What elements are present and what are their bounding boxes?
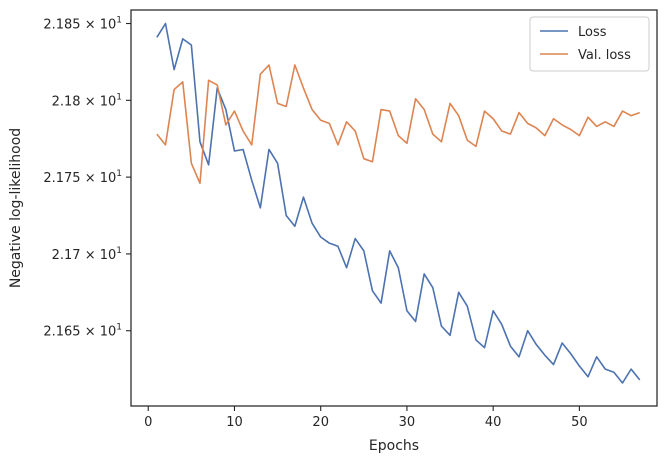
plot-frame — [130, 9, 658, 407]
x-tick-label: 40 — [485, 415, 502, 430]
x-tick-label: 0 — [144, 415, 152, 430]
y-tick-label: 2.18 × 101 — [52, 92, 122, 109]
x-axis-label: Epochs — [369, 438, 419, 454]
y-tick-label: 2.185 × 101 — [43, 16, 122, 33]
y-tick-label: 2.175 × 101 — [43, 169, 122, 186]
y-axis-label: Negative log-likelihood — [8, 128, 24, 288]
series-line-1 — [156, 22, 641, 384]
x-tick-label: 50 — [571, 415, 588, 430]
legend-label: Loss — [578, 25, 607, 40]
legend-label: Val. loss — [578, 48, 631, 63]
plot-area — [156, 22, 641, 384]
x-tick-label: 30 — [399, 415, 416, 430]
series-line-2 — [156, 64, 641, 185]
axis-ticks: 0 10 20 30 40 50 2.165 × 101 2.17 × 101 2.175 × … — [43, 16, 587, 430]
legend: Loss Val. loss — [529, 16, 650, 72]
x-tick-label: 10 — [226, 415, 243, 430]
y-tick-label: 2.165 × 101 — [43, 323, 122, 340]
x-tick-label: 20 — [312, 415, 329, 430]
y-tick-label: 2.17 × 101 — [52, 246, 122, 263]
